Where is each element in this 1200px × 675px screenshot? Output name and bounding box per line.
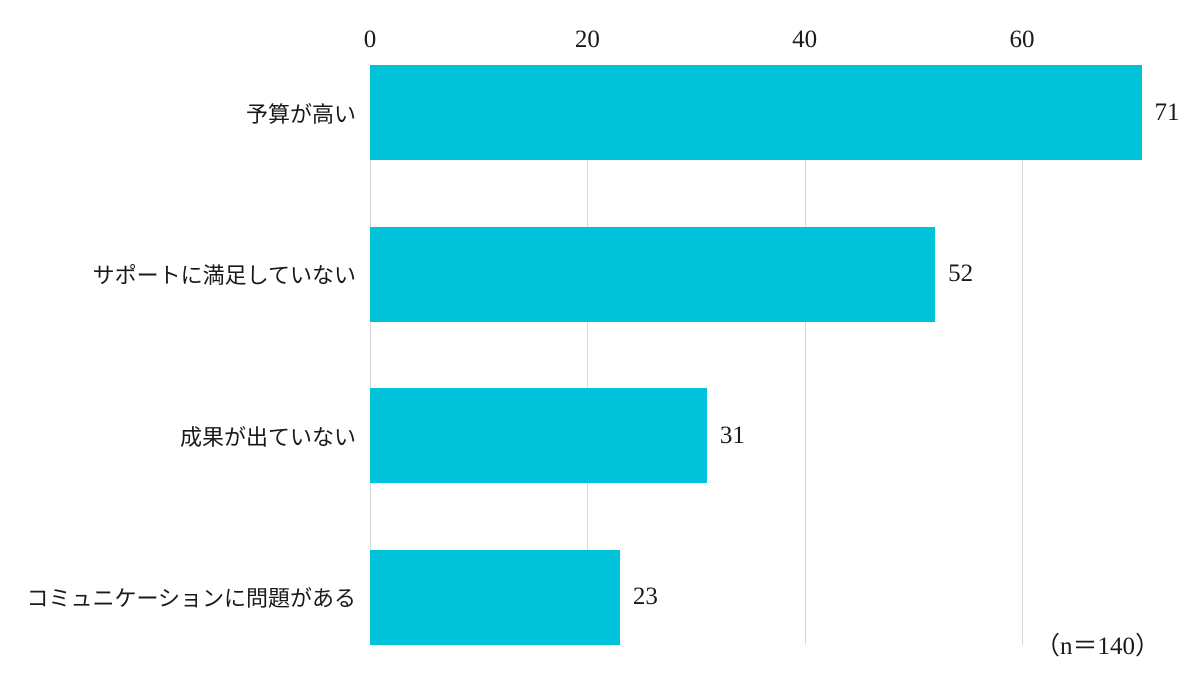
x-tick-label: 20 (574, 26, 600, 53)
gridline (804, 65, 806, 645)
bar (370, 549, 620, 645)
gridline (370, 65, 371, 645)
value-label: 52 (948, 260, 974, 288)
sample-size-note: （n＝140） (1034, 633, 1160, 660)
gridline (1022, 65, 1023, 645)
bar-row: 成果が出ていない 31 (180, 388, 1185, 484)
x-tick-label: 40 (792, 26, 818, 53)
category-label: サポートに満足していない (92, 263, 356, 289)
value-label: 71 (1154, 98, 1180, 126)
value-label: 31 (719, 421, 745, 449)
x-axis-ticks: 0 20 40 60 (364, 24, 1185, 56)
bar-rows: 予算が高い 71 サポートに満足していない 52 成果が出ていない 31 コミュニケーション… (26, 65, 1185, 645)
bar (370, 388, 707, 484)
bar-row: サポートに満足していない 52 (93, 226, 1185, 322)
bar-row: コミュニケーションに問題がある 23 (26, 549, 1185, 645)
bar-row: 予算が高い 71 (246, 65, 1185, 160)
category-label: 予算が高い (245, 101, 356, 127)
category-label: 成果が出ていない (179, 424, 356, 450)
gridline (587, 65, 589, 645)
x-tick-label: 0 (363, 26, 377, 53)
plot-area: 予算が高い 71 サポートに満足していない 52 成果が出ていない 31 コミュニケーション… (26, 65, 1185, 645)
category-label: コミュニケーションに問題がある (26, 586, 356, 612)
x-tick-label: 60 (1009, 26, 1035, 53)
gridlines (370, 65, 1185, 645)
bar (370, 226, 936, 322)
bar (370, 65, 1142, 160)
value-label: 23 (632, 583, 658, 611)
